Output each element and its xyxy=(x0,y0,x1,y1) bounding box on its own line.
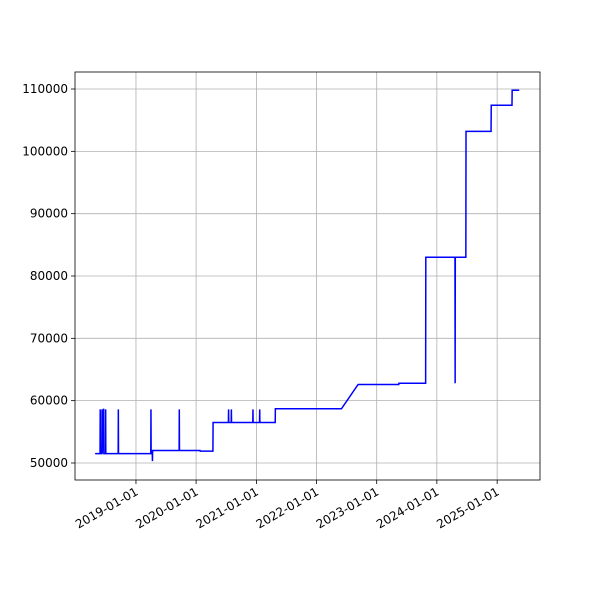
x-tick-label: 2023-01-01 xyxy=(314,484,381,531)
y-tick-label: 80000 xyxy=(30,269,68,283)
x-tick-label: 2019-01-01 xyxy=(73,484,140,531)
data-line xyxy=(95,89,520,462)
y-tick-label: 60000 xyxy=(30,394,68,408)
x-tick-label: 2024-01-01 xyxy=(374,484,441,531)
y-tick-label: 110000 xyxy=(22,82,68,96)
x-tick-label: 2025-01-01 xyxy=(434,484,501,531)
y-tick-label: 50000 xyxy=(30,456,68,470)
x-tick-label: 2022-01-01 xyxy=(254,484,321,531)
y-tick-label: 70000 xyxy=(30,331,68,345)
x-tick-label: 2020-01-01 xyxy=(133,484,200,531)
x-tick-label: 2021-01-01 xyxy=(194,484,261,531)
plot-frame xyxy=(74,71,541,481)
y-tick-label: 90000 xyxy=(30,207,68,221)
y-tick-label: 100000 xyxy=(22,144,68,158)
